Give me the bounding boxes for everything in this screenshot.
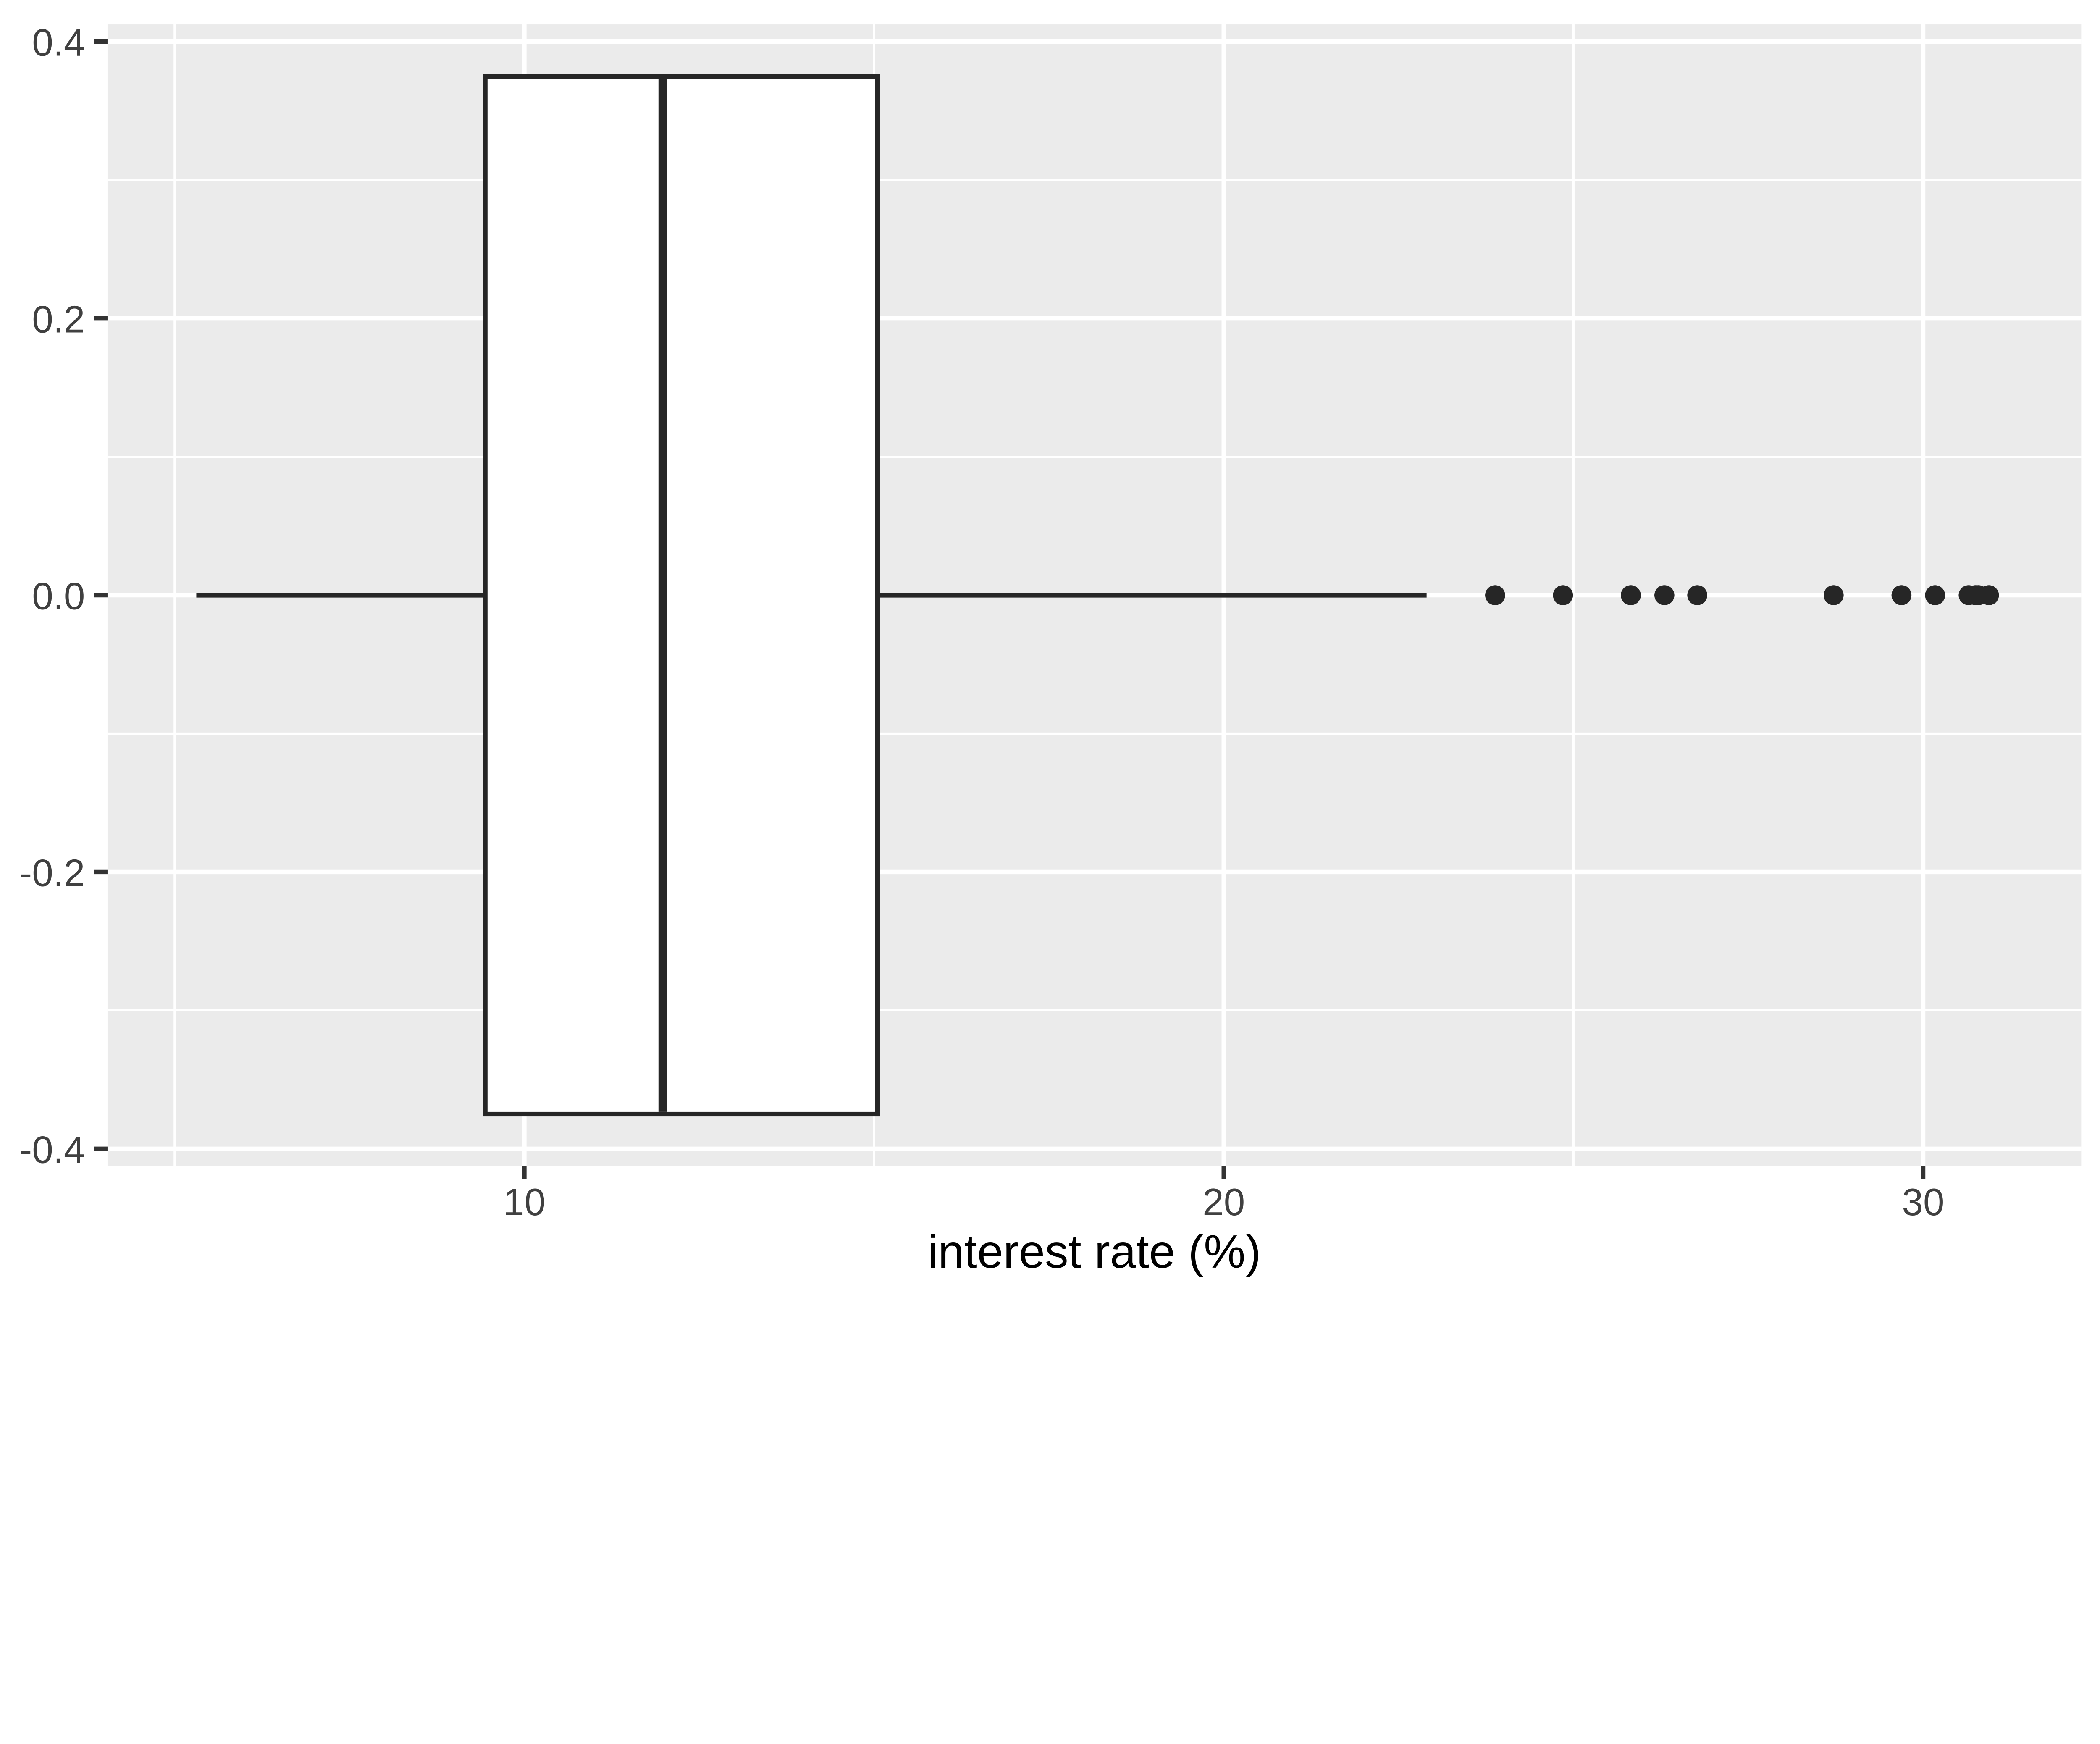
- outlier-point: [1553, 585, 1573, 605]
- x-tick-label: 10: [503, 1181, 546, 1224]
- outlier-point: [1621, 585, 1641, 605]
- y-tick-label: -0.2: [19, 852, 85, 894]
- interest-rate-boxplot-chart: 10 20 30 0.4 0.2 0.0 -0.2 -0.4 interest rate (%): [19, 21, 2082, 1278]
- x-axis-title: interest rate (%): [928, 1225, 1261, 1278]
- outlier-point: [1687, 585, 1707, 605]
- y-tick-label: 0.0: [32, 575, 85, 618]
- y-tick-label: 0.4: [32, 22, 85, 64]
- outlier-point: [1485, 585, 1505, 605]
- outlier-point: [1925, 585, 1945, 605]
- outlier-point: [1979, 585, 1999, 605]
- y-tick-label: 0.2: [32, 299, 85, 341]
- outlier-point: [1824, 585, 1844, 605]
- outlier-point: [1654, 585, 1675, 605]
- outlier-point: [1891, 585, 1912, 605]
- box: [483, 74, 880, 1117]
- x-tick-label: 30: [1902, 1181, 1945, 1224]
- boxplot-figure: 10 20 30 0.4 0.2 0.0 -0.2 -0.4 interest rate (%): [19, 21, 2082, 1278]
- x-tick-label: 20: [1202, 1181, 1245, 1224]
- y-tick-label: -0.4: [19, 1129, 85, 1171]
